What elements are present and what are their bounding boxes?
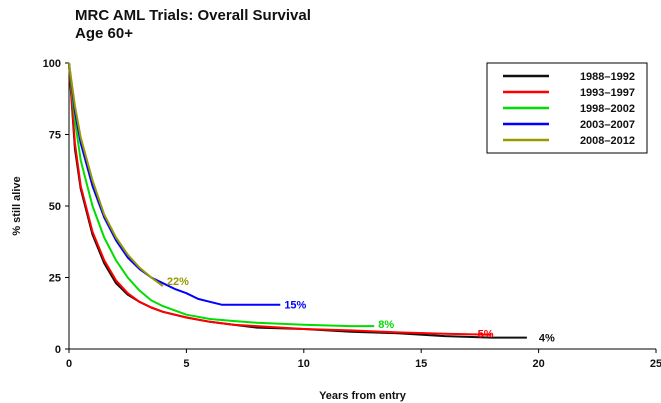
x-tick-label: 25 bbox=[650, 358, 661, 370]
series-end-label-0: 4% bbox=[539, 333, 555, 345]
legend-label-1: 1993–1997 bbox=[580, 87, 635, 99]
x-tick-label: 10 bbox=[298, 358, 310, 370]
series-end-label-1: 5% bbox=[478, 329, 494, 341]
y-tick-label: 100 bbox=[43, 58, 61, 70]
y-tick-label: 25 bbox=[49, 273, 61, 285]
x-tick-label: 0 bbox=[66, 358, 72, 370]
y-ticks: 0 25 50 75 100 bbox=[43, 58, 69, 356]
series-end-label-4: 22% bbox=[167, 276, 189, 288]
chart-subtitle: Age 60+ bbox=[75, 25, 133, 42]
x-tick-label: 20 bbox=[532, 358, 544, 370]
legend-label-2: 1998–2002 bbox=[580, 103, 635, 115]
y-tick-label: 0 bbox=[55, 344, 61, 356]
y-tick-label: 50 bbox=[49, 201, 61, 213]
series-end-label-2: 8% bbox=[378, 319, 394, 331]
series-end-label-3: 15% bbox=[284, 300, 306, 312]
x-ticks: 0 5 10 15 20 25 bbox=[66, 349, 661, 370]
series-line-3 bbox=[68, 62, 281, 306]
end-labels: 4% 5% 8% 15% 22% bbox=[167, 276, 555, 344]
x-axis-label: Years from entry bbox=[319, 390, 407, 402]
chart-title: MRC AML Trials: Overall Survival bbox=[75, 7, 311, 24]
x-tick-label: 15 bbox=[415, 358, 427, 370]
series-line-0 bbox=[68, 62, 527, 339]
legend: 1988–1992 1993–1997 1998–2002 2003–2007 2008… bbox=[486, 62, 648, 154]
series-line-4 bbox=[68, 62, 164, 287]
x-tick-label: 5 bbox=[183, 358, 189, 370]
series-line-1 bbox=[68, 62, 492, 336]
legend-label-4: 2008–2012 bbox=[580, 135, 635, 147]
series-lines bbox=[68, 62, 527, 339]
y-tick-label: 75 bbox=[49, 130, 61, 142]
legend-label-0: 1988–1992 bbox=[580, 71, 635, 83]
series-line-2 bbox=[68, 62, 375, 328]
legend-label-3: 2003–2007 bbox=[580, 119, 635, 131]
y-axis-label: % still alive bbox=[11, 176, 23, 235]
